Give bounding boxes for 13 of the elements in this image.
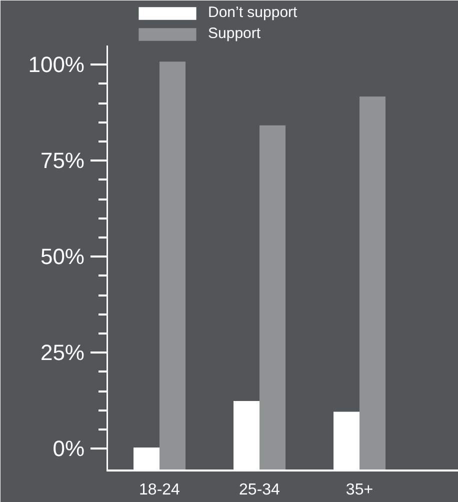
y-tick-label: 0% (52, 436, 84, 462)
y-tick-label: 50% (40, 244, 85, 270)
y-tick-label: 25% (40, 340, 85, 366)
x-tick-label: 35+ (346, 482, 374, 498)
legend-label: Support (208, 25, 261, 42)
y-tick-label: 100% (28, 52, 85, 78)
x-tick-label: 25-34 (239, 482, 280, 498)
x-tick-label: 18-24 (139, 482, 180, 498)
bar (360, 96, 386, 470)
bar (160, 62, 186, 470)
y-tick-label: 75% (40, 148, 85, 174)
bar (260, 125, 286, 470)
legend-label: Don’t support (208, 4, 298, 21)
